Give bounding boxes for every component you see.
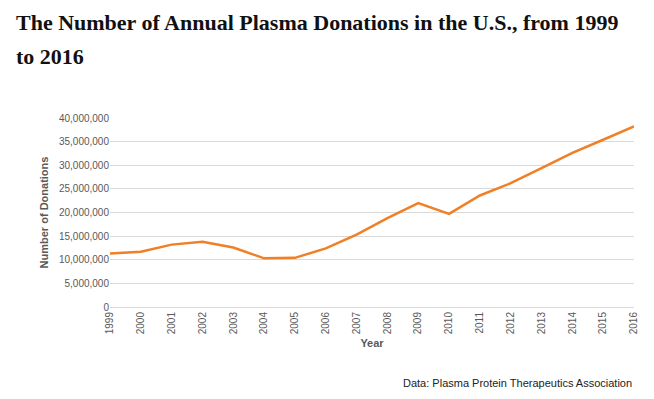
- svg-text:2013: 2013: [536, 312, 547, 335]
- html-text:The Number of Annual Plasma Do: The Number of Annual Plasma Donations in…: [16, 10, 619, 69]
- svg-text:40,000,000: 40,000,000: [59, 113, 109, 124]
- svg-text:1999: 1999: [104, 312, 115, 335]
- svg-text:2016: 2016: [628, 312, 639, 335]
- svg-text:15,000,000: 15,000,000: [59, 231, 109, 242]
- svg-text:30,000,000: 30,000,000: [59, 160, 109, 171]
- svg-text:5,000,000: 5,000,000: [65, 278, 110, 289]
- svg-text:10,000,000: 10,000,000: [59, 254, 109, 265]
- svg-text:2005: 2005: [289, 312, 300, 335]
- svg-text:2014: 2014: [567, 312, 578, 335]
- svg-text:25,000,000: 25,000,000: [59, 183, 109, 194]
- svg-text:2006: 2006: [320, 312, 331, 335]
- svg-text:Year: Year: [360, 337, 384, 349]
- svg-text:0: 0: [103, 302, 109, 313]
- svg-text:2003: 2003: [228, 312, 239, 335]
- svg-text:20,000,000: 20,000,000: [59, 207, 109, 218]
- svg-text:2009: 2009: [412, 312, 423, 335]
- svg-text:2011: 2011: [474, 312, 485, 334]
- svg-text:2015: 2015: [597, 312, 608, 335]
- svg-text:2007: 2007: [351, 312, 362, 335]
- svg-text:35,000,000: 35,000,000: [59, 136, 109, 147]
- svg-text:2001: 2001: [166, 312, 177, 335]
- svg-text:2010: 2010: [443, 312, 454, 335]
- svg-text:2012: 2012: [505, 312, 516, 335]
- svg-text:Data: Plasma Protein Therapeut: Data: Plasma Protein Therapeutics Associ…: [403, 377, 632, 389]
- svg-text:2002: 2002: [197, 312, 208, 335]
- svg-text:2008: 2008: [382, 312, 393, 335]
- svg-text:2004: 2004: [258, 312, 269, 335]
- svg-text:2000: 2000: [135, 312, 146, 335]
- svg-text:Number of Donations: Number of Donations: [38, 157, 50, 269]
